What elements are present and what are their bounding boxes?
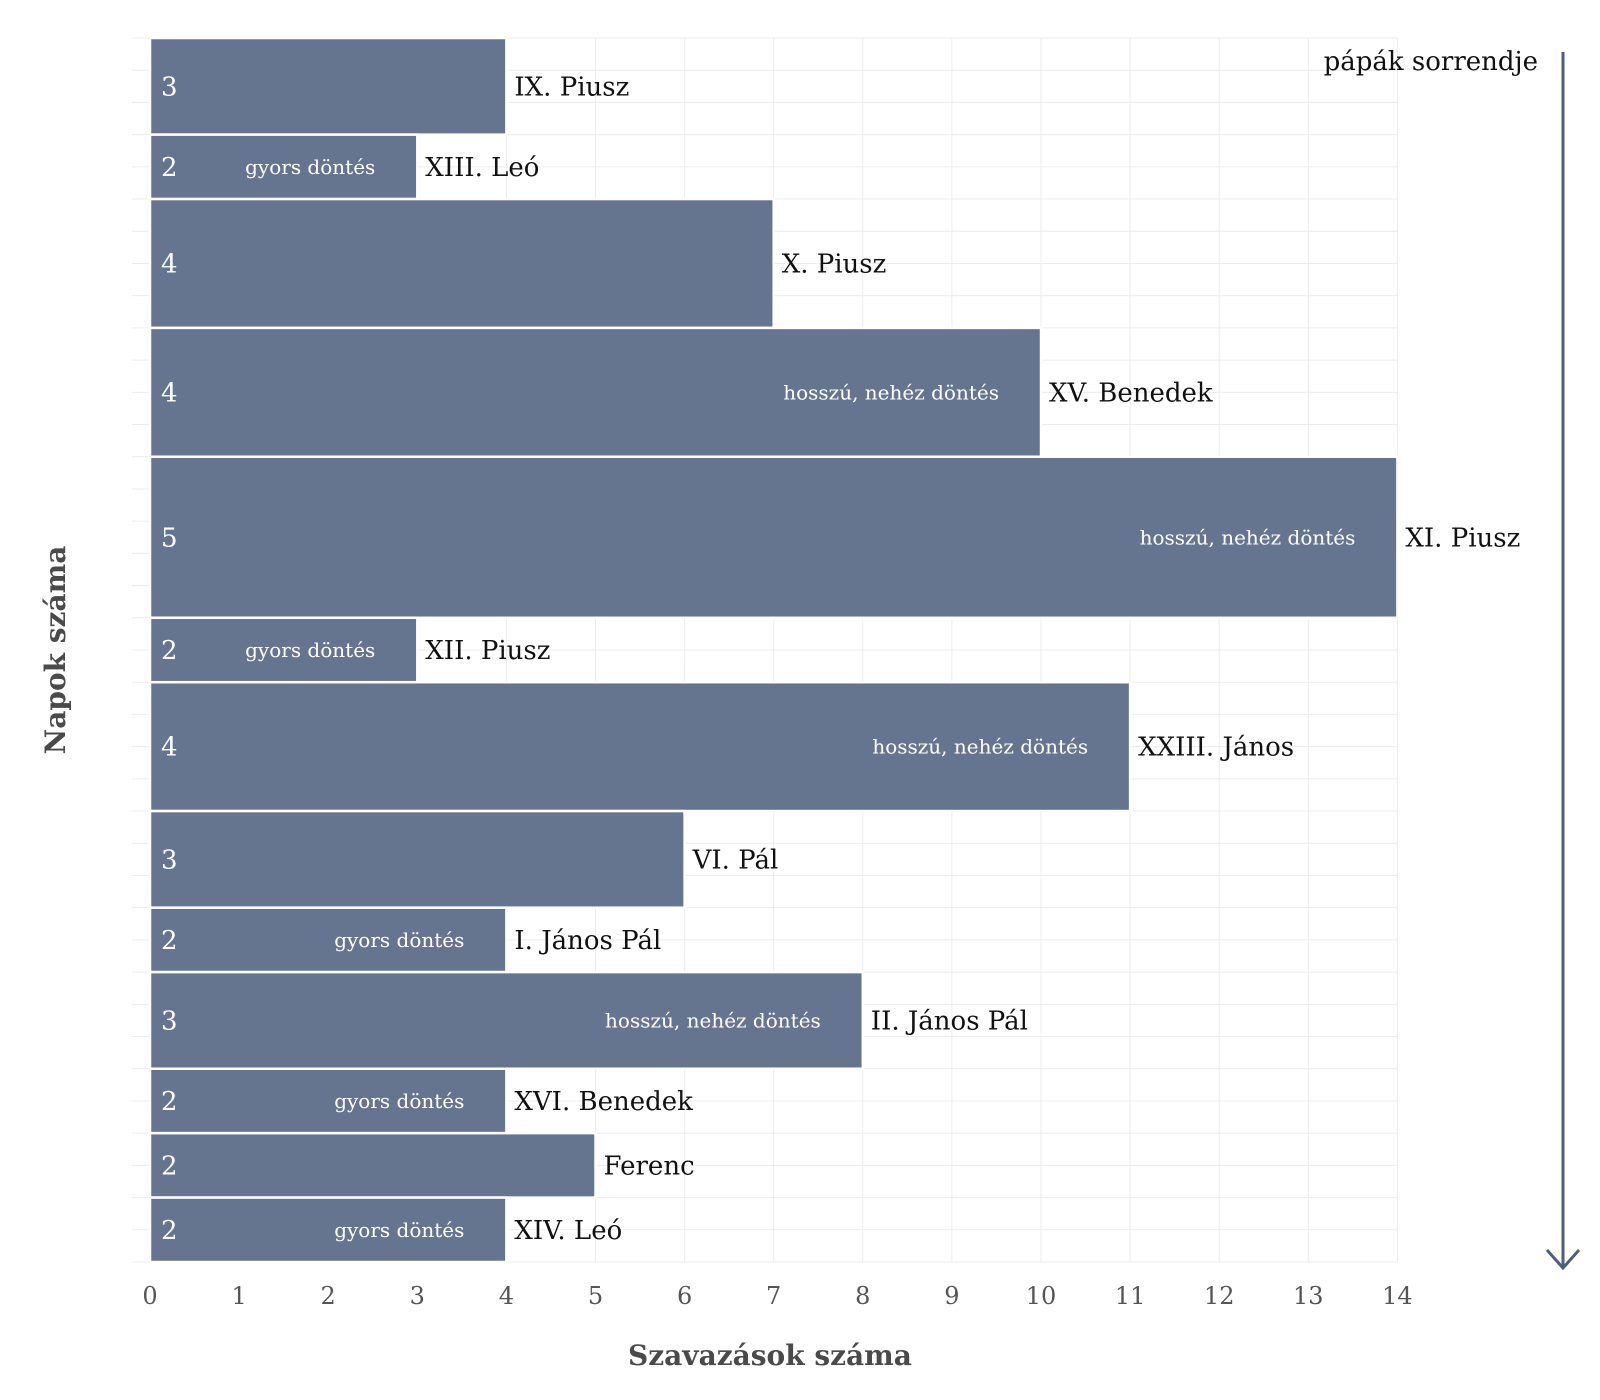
bar [148,1196,508,1264]
bar-group: 3 hosszú, nehéz döntés II. János Pál [148,970,1028,1070]
x-axis-title: Szavazások száma [628,1339,912,1372]
bar-group: 5 hosszú, nehéz döntés XI. Piusz [148,455,1520,620]
bar-note-label: hosszú, nehéz döntés [1140,525,1356,549]
x-tick-label: 6 [677,1282,692,1310]
bar-group: 2 gyors döntés XVI. Benedek [148,1067,693,1135]
bar [148,970,865,1070]
order-label: pápák sorrendje [1324,47,1538,77]
bar-days-label: 3 [161,845,178,875]
x-tick-label: 12 [1204,1282,1235,1310]
bar-group: 2 gyors döntés XIV. Leó [148,1196,622,1264]
bar-note-label: hosszú, nehéz döntés [872,735,1088,759]
bar-name-label: XI. Piusz [1405,523,1520,553]
bar-note-label: hosszú, nehéz döntés [783,380,999,404]
bar-name-label: II. János Pál [871,1006,1028,1036]
bar-days-label: 4 [161,378,178,408]
bar-note-label: hosszú, nehéz döntés [605,1008,821,1032]
x-tick-label: 5 [588,1282,603,1310]
bar-name-label: I. János Pál [514,926,661,956]
bar-group: 3 IX. Piusz [148,36,629,136]
bar-days-label: 2 [161,926,178,956]
bar-note-label: gyors döntés [334,1089,464,1113]
bar-group: 2 gyors döntés XIII. Leó [148,133,539,201]
bar [148,197,775,330]
x-tick-label: 10 [1026,1282,1057,1310]
bar-days-label: 2 [161,1151,178,1181]
bar [148,616,419,684]
x-tick-label: 13 [1293,1282,1324,1310]
bar-name-label: Ferenc [604,1151,695,1181]
bar-group: 4 X. Piusz [148,197,887,330]
bar [148,326,1043,458]
bar-note-label: gyors döntés [334,1218,464,1242]
bar-group: 4 hosszú, nehéz döntés XV. Benedek [148,326,1213,458]
bar-days-label: 2 [161,636,178,666]
bar-name-label: XII. Piusz [425,636,550,666]
x-tick-label: 4 [499,1282,514,1310]
bar [148,455,1399,620]
order-arrow-icon [1545,52,1581,1271]
y-axis-title: Napok száma [39,546,72,755]
bar-group: 2 gyors döntés XII. Piusz [148,616,550,684]
bar-name-label: XIII. Leó [425,153,539,183]
bar-group: 3 VI. Pál [148,809,779,909]
x-tick-label: 9 [944,1282,959,1310]
bar [148,1131,597,1199]
bar-days-label: 4 [161,733,178,763]
bar-note-label: gyors döntés [334,928,464,952]
x-tick-labels: 0 1 2 3 4 5 6 7 8 9 10 11 12 13 14 [142,1282,1412,1310]
bar-days-label: 3 [161,72,178,102]
bar [148,809,686,909]
bar-days-label: 4 [161,249,178,279]
bar-name-label: VI. Pál [692,845,779,875]
bar-name-label: X. Piusz [782,249,887,279]
bar-layer: 3 IX. Piusz 2 gyors döntés XIII. Leó 4 X. Pius… [148,36,1520,1264]
bar-group: 2 Ferenc [148,1131,695,1199]
x-tick-label: 3 [410,1282,425,1310]
bar [148,680,1132,813]
x-tick-label: 8 [855,1282,870,1310]
bar-name-label: XXIII. János [1138,733,1294,763]
x-tick-label: 2 [321,1282,336,1310]
x-tick-label: 11 [1115,1282,1146,1310]
bar-name-label: XV. Benedek [1049,378,1213,408]
bar-days-label: 5 [161,523,178,553]
bar-note-label: gyors döntés [245,155,375,179]
bar-note-label: gyors döntés [245,638,375,662]
bar-group: 4 hosszú, nehéz döntés XXIII. János [148,680,1294,813]
bar-days-label: 2 [161,153,178,183]
bar-group: 2 gyors döntés I. János Pál [148,906,661,974]
bar-name-label: IX. Piusz [514,72,629,102]
x-tick-label: 0 [142,1282,157,1310]
x-tick-label: 7 [766,1282,781,1310]
bar-days-label: 2 [161,1087,178,1117]
bar-name-label: XIV. Leó [514,1216,622,1246]
bar [148,133,419,201]
bar-days-label: 2 [161,1216,178,1246]
x-tick-label: 1 [231,1282,246,1310]
bar [148,36,508,136]
bar-name-label: XVI. Benedek [514,1087,693,1117]
x-tick-label: 14 [1382,1282,1413,1310]
bar-days-label: 3 [161,1006,178,1036]
